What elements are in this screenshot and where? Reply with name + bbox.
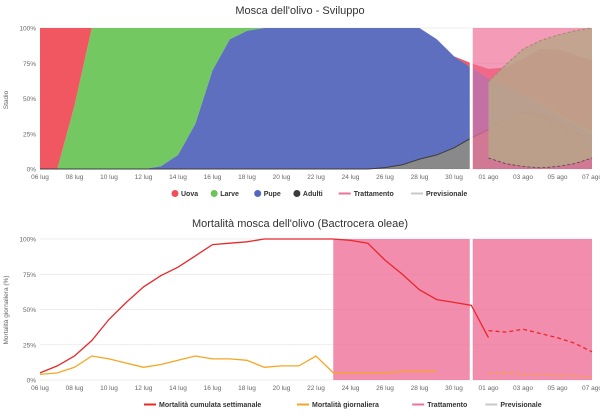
legend-item[interactable]: Previsionale: [411, 191, 467, 198]
x-tick-label: 10 lug: [100, 385, 118, 392]
y-tick-label: 100%: [19, 237, 36, 244]
mortality-chart: Mortalità mosca dell'olivo (Bactrocera o…: [3, 218, 600, 409]
y-tick-label: 0%: [27, 378, 37, 385]
area-pupe: [40, 28, 592, 169]
x-tick-label: 05 ago: [548, 385, 568, 392]
legend-label: Uova: [181, 191, 198, 198]
legend-item[interactable]: Larve: [210, 190, 239, 198]
x-tick-label: 22 lug: [307, 174, 325, 181]
legend-label: Pupe: [264, 191, 281, 198]
x-tick-label: 03 ago: [513, 385, 533, 392]
x-tick-label: 03 ago: [513, 174, 533, 181]
x-tick-label: 26 lug: [376, 174, 394, 181]
x-tick-label: 06 lug: [31, 385, 49, 392]
x-tick-label: 26 lug: [376, 385, 394, 392]
legend-marker: [171, 190, 179, 197]
x-tick-label: 18 lug: [238, 385, 256, 392]
x-tick-label: 01 ago: [479, 174, 499, 181]
y-tick-label: 75%: [23, 61, 36, 68]
y-axis-label: Mortalità giornaliera (%): [3, 276, 10, 345]
legend-label: Mortalità giornaliera: [312, 402, 379, 409]
series-mortalita_cum: [39, 238, 490, 374]
legend-label: Adulti: [303, 191, 323, 198]
legend-marker: [254, 190, 262, 197]
x-tick-label: 12 lug: [135, 174, 153, 181]
forecast-giornaliera: [488, 372, 593, 378]
trattamento-band: [333, 239, 592, 380]
legend-label: Trattamento: [354, 191, 394, 198]
x-tick-label: 18 lug: [238, 174, 256, 181]
y-tick-label: 75%: [23, 272, 36, 279]
x-tick-label: 20 lug: [273, 385, 291, 392]
y-tick-label: 25%: [23, 131, 36, 138]
x-tick-label: 07 ago: [582, 385, 600, 392]
x-tick-label: 06 lug: [31, 174, 49, 181]
forecast-cumulata: [488, 328, 593, 353]
development-chart: Mosca dell'olivo - Sviluppo Stadio 0% 25%…: [3, 5, 600, 198]
y-tick-label: 0%: [27, 167, 37, 174]
y-tick-label: 100%: [19, 26, 36, 33]
x-tick-label: 22 lug: [307, 385, 325, 392]
legend-item[interactable]: Mortalità giornaliera: [297, 402, 379, 409]
x-tick-label: 12 lug: [135, 385, 153, 392]
chart-title: Mortalità mosca dell'olivo (Bactrocera o…: [192, 218, 408, 230]
x-tick-label: 14 lug: [169, 174, 187, 181]
legend-item[interactable]: Trattamento: [412, 402, 467, 409]
chart-title: Mosca dell'olivo - Sviluppo: [235, 5, 364, 17]
legend-marker: [293, 190, 301, 197]
x-tick-label: 24 lug: [342, 385, 360, 392]
forecast-area: [488, 28, 592, 168]
x-tick-label: 10 lug: [100, 174, 118, 181]
x-tick-label: 14 lug: [169, 385, 187, 392]
area-larve: [40, 28, 592, 169]
legend-label: Larve: [220, 191, 239, 198]
x-tick-label: 20 lug: [273, 174, 291, 181]
x-tick-label: 28 lug: [411, 385, 429, 392]
legend-label: Previsionale: [500, 402, 541, 409]
legend-marker: [210, 190, 218, 197]
y-axis-label: Stadio: [3, 90, 10, 109]
x-tick-label: 16 lug: [204, 174, 222, 181]
x-tick-label: 30 lug: [445, 174, 463, 181]
legend-item[interactable]: Trattamento: [338, 191, 394, 198]
y-tick-label: 50%: [23, 96, 36, 103]
x-tick-label: 08 lug: [66, 385, 84, 392]
legend-label: Mortalità cumulata settimanale: [159, 402, 261, 409]
legend-label: Previsionale: [426, 191, 467, 198]
legend-label: Trattamento: [427, 402, 467, 409]
x-tick-label: 28 lug: [411, 174, 429, 181]
forecast-upper-line: [488, 27, 593, 82]
y-tick-label: 25%: [23, 342, 36, 349]
x-tick-label: 24 lug: [342, 174, 360, 181]
legend-item[interactable]: Adulti: [293, 190, 323, 198]
series-mortalita_gio: [39, 355, 437, 376]
y-tick-label: 50%: [23, 307, 36, 314]
area-adulti: [40, 112, 592, 169]
x-tick-label: 07 ago: [582, 174, 600, 181]
legend-item[interactable]: Uova: [171, 190, 199, 198]
x-tick-label: 30 lug: [445, 385, 463, 392]
x-tick-label: 08 lug: [66, 174, 84, 181]
x-tick-label: 05 ago: [548, 174, 568, 181]
legend-item[interactable]: Mortalità cumulata settimanale: [144, 402, 261, 409]
legend-item[interactable]: Previsionale: [485, 402, 542, 409]
legend-item[interactable]: Pupe: [254, 190, 281, 198]
x-tick-label: 01 ago: [479, 385, 499, 392]
x-tick-label: 16 lug: [204, 385, 222, 392]
